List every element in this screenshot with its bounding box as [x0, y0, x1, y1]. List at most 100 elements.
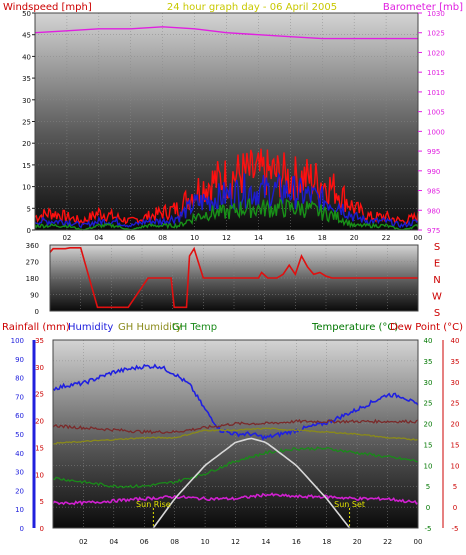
rainfall-tick-label: 10	[35, 471, 44, 479]
dew-point-line	[52, 492, 419, 506]
time-tick-label: 00	[414, 234, 423, 242]
compass-label: S	[434, 242, 440, 253]
gh-temp-line	[52, 446, 419, 489]
barometer-tick-label: 990	[427, 168, 440, 176]
barometer-tick-label: 1030	[427, 10, 445, 18]
time-tick-label: 14	[254, 234, 263, 242]
dew-point-tick-label: 10	[451, 462, 460, 470]
sun-rise-label: Sun Rise	[136, 500, 171, 509]
barometer-tick-label: 1005	[427, 109, 445, 117]
barometer-tick-label: 1010	[427, 89, 445, 97]
sun-elevation-line	[152, 437, 351, 529]
direction-tick-label: 270	[26, 259, 39, 267]
time-tick-label: 20	[353, 538, 362, 546]
direction-tick-label: 90	[30, 292, 39, 300]
humidity-tick-label: 60	[15, 412, 24, 420]
windspeed-tick-label: 10	[22, 184, 31, 192]
barometer-tick-label: 985	[427, 188, 440, 196]
windspeed-tick-label: 35	[22, 75, 31, 83]
dew-point-tick-label: 30	[451, 379, 460, 387]
compass-label: S	[434, 308, 440, 319]
dew-point-tick-label: 25	[451, 400, 460, 408]
compass-label: W	[432, 292, 442, 303]
humidity-tick-label: 50	[15, 431, 24, 439]
dew-point-axis: -5 0 5 10 15 20 25 30 35 40	[442, 337, 460, 533]
time-tick-label: 20	[350, 234, 359, 242]
windspeed-tick-label: 50	[22, 10, 31, 18]
temp-series	[52, 363, 419, 529]
sun-set-label: Sun Set	[334, 500, 365, 509]
dew-point-tick-label: 20	[451, 421, 460, 429]
barometer-line	[34, 26, 418, 40]
windspeed-tick-label: 20	[22, 140, 31, 148]
temperature-tick-label: 30	[424, 379, 433, 387]
rainfall-tick-label: 0	[40, 525, 44, 533]
barometer-axis: 975 980 985 990 995 1000 1005 1010 1015 1020 1025 1…	[418, 10, 445, 235]
humidity-tick-label: 90	[15, 356, 24, 364]
temperature-tick-label: 20	[424, 421, 433, 429]
time-tick-label: 08	[158, 234, 167, 242]
time-tick-label: 10	[201, 538, 210, 546]
humidity-tick-label: 10	[15, 506, 24, 514]
wind-gust-line	[34, 148, 419, 226]
humidity-tick-label: 70	[15, 393, 24, 401]
rainfall-tick-label: 35	[35, 337, 44, 345]
windspeed-tick-label: 0	[27, 227, 31, 235]
time-tick-label: 16	[292, 538, 301, 546]
humidity-tick-label: 0	[20, 525, 24, 533]
windspeed-tick-label: 45	[22, 32, 31, 40]
wind-lowest-line	[34, 197, 419, 231]
rainfall-tick-label: 15	[35, 444, 44, 452]
temperature-tick-label: 40	[424, 337, 433, 345]
temperature-tick-label: 15	[424, 441, 433, 449]
barometer-tick-label: 995	[427, 148, 440, 156]
temperature-tick-label: 35	[424, 358, 433, 366]
dew-point-tick-label: 40	[451, 337, 460, 345]
barometer-tick-label: 980	[427, 207, 440, 215]
temperature-tick-label: 5	[426, 483, 430, 491]
direction-degree-axis: 0 90 180 270 360	[26, 242, 39, 316]
time-tick-label: 02	[79, 538, 88, 546]
temperature-axis: -5 0 5 10 15 20 25 30 35 40	[424, 337, 433, 533]
barometer-tick-label: 1015	[427, 69, 445, 77]
temperature-tick-label: 10	[424, 462, 433, 470]
rainfall-tick-label: 5	[40, 498, 44, 506]
rainfall-tick-label: 30	[35, 364, 44, 372]
sun-markers: Sun Rise Sun Set	[136, 500, 365, 528]
time-tick-label: 10	[190, 234, 199, 242]
windspeed-tick-label: 5	[27, 205, 31, 213]
barometer-tick-label: 1020	[427, 49, 445, 57]
rainfall-tick-label: 25	[35, 391, 44, 399]
temperature-tick-label: -5	[425, 525, 432, 533]
dew-point-label: Dew Point (°C)	[390, 322, 463, 333]
time-tick-label: 06	[126, 234, 135, 242]
time-tick-label: 22	[383, 538, 392, 546]
windspeed-axis: 0 5 10 15 20 25 30 35 40 45 50	[22, 10, 35, 235]
gh-humidity-label: GH Humidity	[118, 322, 182, 333]
dew-point-tick-label: 5	[453, 483, 457, 491]
humidity-label: Humidity	[68, 322, 113, 333]
humidity-tick-label: 30	[15, 469, 24, 477]
barometer-tick-label: 975	[427, 227, 440, 235]
dew-point-tick-label: 15	[451, 441, 460, 449]
time-tick-label: 00	[414, 538, 423, 546]
time-tick-label: 14	[261, 538, 270, 546]
time-tick-label: 04	[109, 538, 118, 546]
dew-point-tick-label: 0	[453, 504, 457, 512]
gh-humidity-line	[52, 427, 419, 445]
rainfall-tick-label: 20	[35, 418, 44, 426]
wind-direction-series	[49, 246, 418, 309]
dew-point-tick-label: -5	[452, 525, 459, 533]
windspeed-axis-label: Windspeed [mph]	[3, 2, 92, 13]
barometer-tick-label: 1000	[427, 128, 445, 136]
temperature-tick-label: 0	[426, 504, 430, 512]
temperature-line	[52, 418, 419, 435]
direction-tick-label: 360	[26, 242, 39, 250]
gh-temp-label: GH Temp	[172, 322, 217, 333]
compass-label: N	[433, 275, 440, 286]
direction-tick-label: 0	[35, 308, 39, 316]
windspeed-tick-label: 15	[22, 162, 31, 170]
